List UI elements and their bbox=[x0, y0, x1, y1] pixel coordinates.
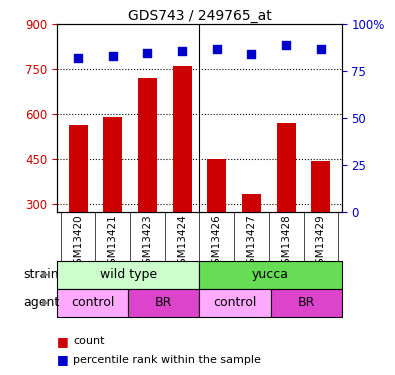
Text: BR: BR bbox=[297, 296, 315, 309]
Text: GSM13426: GSM13426 bbox=[212, 214, 222, 271]
Point bbox=[318, 46, 324, 52]
Title: GDS743 / 249765_at: GDS743 / 249765_at bbox=[128, 9, 271, 23]
Point bbox=[75, 55, 81, 61]
Text: BR: BR bbox=[155, 296, 173, 309]
Bar bbox=[138, 78, 157, 212]
Bar bbox=[199, 261, 342, 289]
Bar bbox=[57, 289, 128, 317]
Text: GSM13429: GSM13429 bbox=[316, 214, 326, 271]
Point bbox=[248, 51, 255, 57]
Text: GSM13421: GSM13421 bbox=[108, 214, 118, 271]
Point bbox=[109, 53, 116, 59]
Text: count: count bbox=[73, 336, 105, 346]
Text: agent: agent bbox=[23, 296, 59, 309]
Text: yucca: yucca bbox=[252, 268, 289, 281]
Text: GSM13423: GSM13423 bbox=[143, 214, 152, 271]
Text: ■: ■ bbox=[57, 354, 69, 366]
Bar bbox=[207, 159, 226, 212]
Point bbox=[144, 50, 150, 55]
Bar bbox=[271, 289, 342, 317]
Text: control: control bbox=[213, 296, 257, 309]
Bar bbox=[173, 66, 192, 212]
Text: percentile rank within the sample: percentile rank within the sample bbox=[73, 355, 261, 365]
Bar bbox=[242, 194, 261, 212]
Point bbox=[283, 42, 290, 48]
Text: GSM13427: GSM13427 bbox=[246, 214, 256, 271]
Bar bbox=[128, 289, 199, 317]
Text: GSM13420: GSM13420 bbox=[73, 214, 83, 271]
Text: control: control bbox=[71, 296, 115, 309]
Text: GSM13424: GSM13424 bbox=[177, 214, 187, 271]
Point bbox=[214, 46, 220, 52]
Bar bbox=[57, 261, 199, 289]
Bar bbox=[276, 123, 296, 212]
Text: GSM13428: GSM13428 bbox=[281, 214, 291, 271]
Point bbox=[179, 48, 185, 54]
Text: wild type: wild type bbox=[100, 268, 157, 281]
Bar bbox=[199, 289, 271, 317]
Text: ■: ■ bbox=[57, 335, 69, 348]
Bar bbox=[311, 161, 330, 212]
Bar bbox=[69, 125, 88, 212]
Bar bbox=[103, 117, 122, 212]
Text: strain: strain bbox=[23, 268, 59, 281]
